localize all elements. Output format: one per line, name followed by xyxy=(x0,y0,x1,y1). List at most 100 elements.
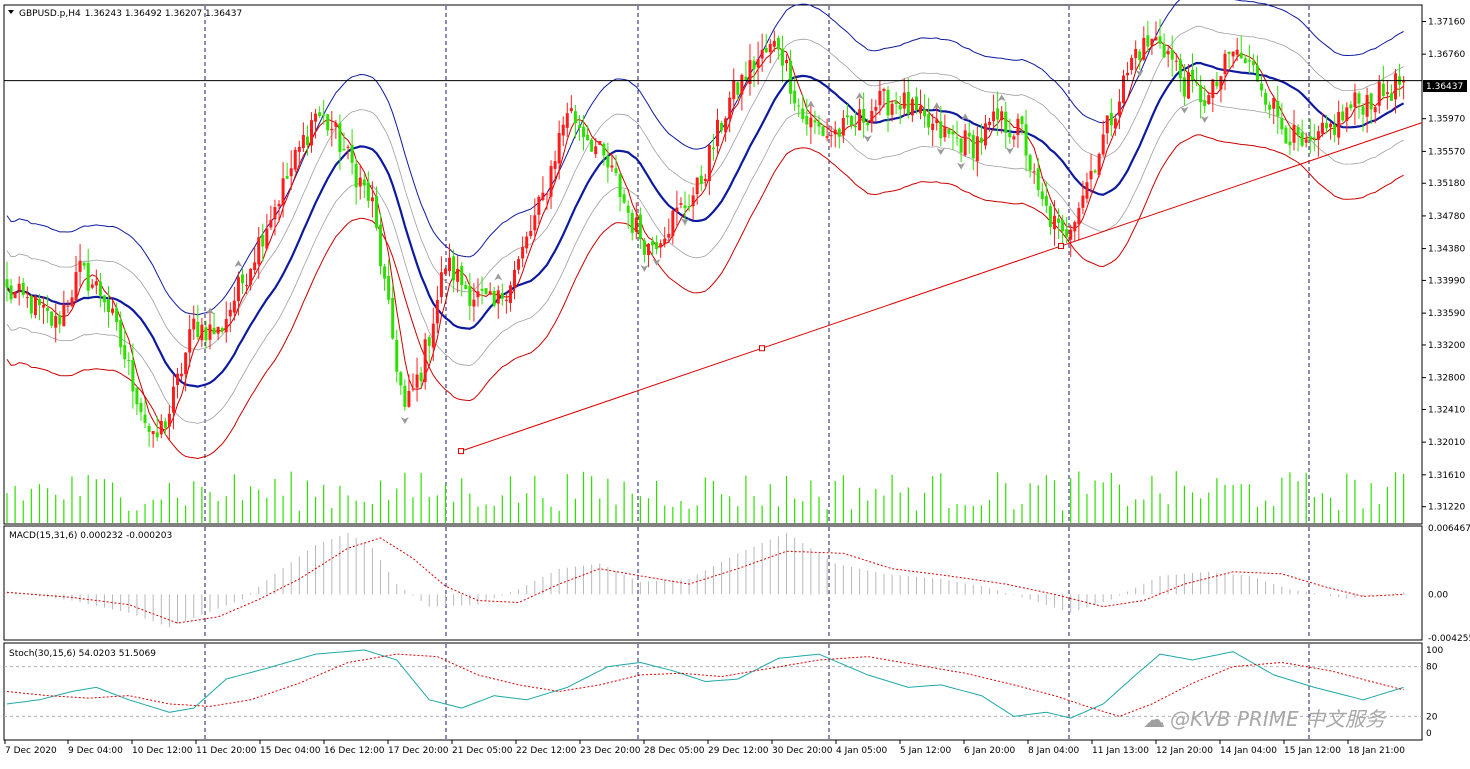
candle-body xyxy=(314,113,318,122)
candle-body xyxy=(1373,107,1377,113)
candle-body xyxy=(947,129,951,134)
candle-body xyxy=(5,279,9,288)
stoch-pane[interactable] xyxy=(3,642,1423,741)
fractal-up xyxy=(932,102,941,110)
candle-body xyxy=(959,138,963,153)
candle-body xyxy=(456,268,460,282)
candle-body xyxy=(659,243,663,248)
candle-body xyxy=(42,304,46,308)
candle-body xyxy=(249,268,253,285)
candle-body xyxy=(902,92,906,109)
candle-body xyxy=(1325,123,1328,129)
candle-body xyxy=(906,92,910,114)
candle-body xyxy=(188,329,192,353)
candle-body xyxy=(391,297,395,339)
candle-body xyxy=(785,60,789,64)
candle-body xyxy=(910,99,914,116)
candle-body xyxy=(809,117,813,128)
candle-body xyxy=(1178,59,1182,79)
trendline[interactable] xyxy=(458,122,1423,455)
candle-body xyxy=(370,197,374,202)
candles xyxy=(5,18,1406,448)
candle-body xyxy=(882,89,886,92)
candle-body xyxy=(1357,93,1361,104)
candle-body xyxy=(1333,124,1337,135)
candle-body xyxy=(732,80,736,100)
trendline-anchor xyxy=(458,448,464,455)
candle-body xyxy=(107,299,110,312)
lower-band xyxy=(6,134,1404,460)
candle-body xyxy=(86,262,90,291)
candle-body xyxy=(646,243,650,256)
candle-body xyxy=(866,122,870,126)
candle-body xyxy=(17,283,21,290)
candle-body xyxy=(119,320,123,348)
candle-body xyxy=(448,257,452,272)
candle-body xyxy=(326,114,330,131)
price-tick-label: 1.37160 xyxy=(1428,18,1465,28)
candle-body xyxy=(488,291,492,295)
candle-body xyxy=(577,125,581,128)
candle-body xyxy=(1170,50,1174,60)
candle-body xyxy=(780,48,784,66)
candle-body xyxy=(829,135,833,137)
macd-pane[interactable] xyxy=(3,525,1423,641)
trendline-anchor xyxy=(759,345,765,352)
time-tick-label: 22 Dec 12:00 xyxy=(516,746,577,756)
fractal-down xyxy=(936,148,945,156)
candle-body xyxy=(1126,72,1130,76)
candle-body xyxy=(1239,52,1243,59)
macd-header: MACD(15,31,6) 0.000232 -0.000203 xyxy=(9,531,172,541)
candle-body xyxy=(1361,106,1365,115)
fractal-down xyxy=(652,258,661,266)
candle-body xyxy=(707,145,711,182)
price-axis: 1.37160 1.36760 1.35970 1.35570 1.35180 1.347… xyxy=(1422,18,1465,513)
candle-body xyxy=(1028,155,1032,171)
fractal-up xyxy=(494,273,503,281)
candle-body xyxy=(1130,57,1134,70)
price-tick-label: 1.36760 xyxy=(1428,50,1465,60)
candle-body xyxy=(403,385,407,407)
price-tick-label: 1.34380 xyxy=(1428,245,1465,255)
candle-body xyxy=(671,210,675,237)
candle-body xyxy=(797,105,801,107)
candle-body xyxy=(50,311,54,326)
candle-body xyxy=(143,414,147,424)
macd-axis: 0.006467 0.00 -0.004255 xyxy=(1428,524,1470,644)
candle-body xyxy=(789,60,793,94)
candle-body xyxy=(1308,136,1312,141)
time-tick-label: 7 Dec 2020 xyxy=(5,746,57,756)
volume-bars xyxy=(6,471,1405,523)
candle-body xyxy=(208,324,212,340)
triangle-down-icon[interactable] xyxy=(8,10,14,14)
candle-body xyxy=(1231,51,1235,57)
candle-body xyxy=(1247,60,1251,62)
candle-body xyxy=(1000,111,1004,121)
candle-body xyxy=(695,177,699,195)
candle-body xyxy=(273,207,277,220)
candle-body xyxy=(845,115,849,118)
candle-body xyxy=(634,217,638,232)
candle-body xyxy=(94,281,98,286)
candle-body xyxy=(1174,60,1178,62)
price-pane[interactable] xyxy=(3,4,1423,525)
price-tag-bg xyxy=(1423,80,1467,92)
candle-body xyxy=(626,205,630,213)
candle-body xyxy=(1288,141,1292,146)
candle-body xyxy=(399,372,403,386)
candle-body xyxy=(736,82,740,95)
macd-series xyxy=(6,532,1405,628)
stoch-series xyxy=(6,649,1404,719)
macd-signal-line xyxy=(6,537,1404,624)
candle-body xyxy=(159,421,163,435)
candle-body xyxy=(468,286,472,306)
candle-body xyxy=(740,74,744,95)
candle-body xyxy=(354,163,358,188)
candle-body xyxy=(1150,38,1154,46)
candle-body xyxy=(423,339,427,383)
candle-body xyxy=(545,193,549,195)
candle-body xyxy=(305,136,309,145)
time-tick-label: 23 Dec 20:00 xyxy=(580,746,641,756)
